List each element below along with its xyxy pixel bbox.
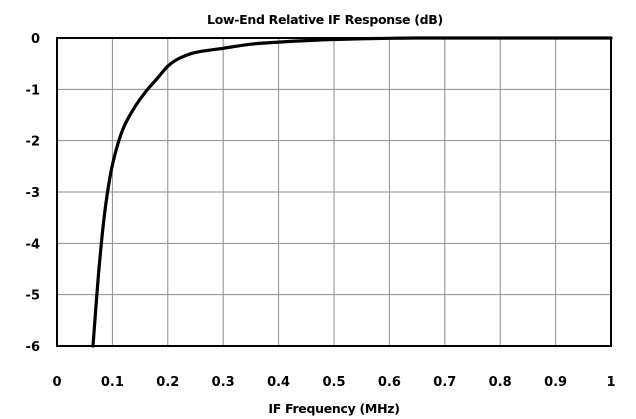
y-tick-label: 0 (31, 32, 40, 47)
x-tick-label: 0.8 (489, 375, 512, 390)
x-tick-label: 0.2 (156, 375, 179, 390)
x-tick-label: 0.1 (101, 375, 124, 390)
y-tick-labels: 0 -1 -2 -3 -4 -5 -6 (26, 32, 40, 355)
x-tick-label: 0.4 (267, 375, 290, 390)
y-tick-label: -5 (26, 289, 40, 304)
y-tick-label: -2 (26, 135, 40, 150)
x-tick-label: 0.6 (378, 375, 401, 390)
x-tick-label: 0.3 (212, 375, 235, 390)
plot-frame (56, 37, 612, 347)
chart-title: Low-End Relative IF Response (dB) (207, 12, 443, 27)
x-axis-label: IF Frequency (MHz) (268, 401, 399, 416)
x-tick-label: 0 (52, 375, 61, 390)
x-tick-label: 1 (606, 375, 615, 390)
gridlines (56, 37, 612, 347)
x-tick-label: 0.5 (322, 375, 345, 390)
x-tick-label: 0.7 (433, 375, 456, 390)
y-tick-label: -6 (26, 340, 40, 355)
x-tick-label: 0.9 (544, 375, 567, 390)
y-tick-label: -3 (26, 186, 40, 201)
x-tick-labels: 0 0.1 0.2 0.3 0.4 0.5 0.6 0.7 0.8 0.9 1 (52, 375, 615, 390)
y-tick-label: -4 (26, 237, 40, 252)
y-tick-label: -1 (26, 83, 40, 98)
